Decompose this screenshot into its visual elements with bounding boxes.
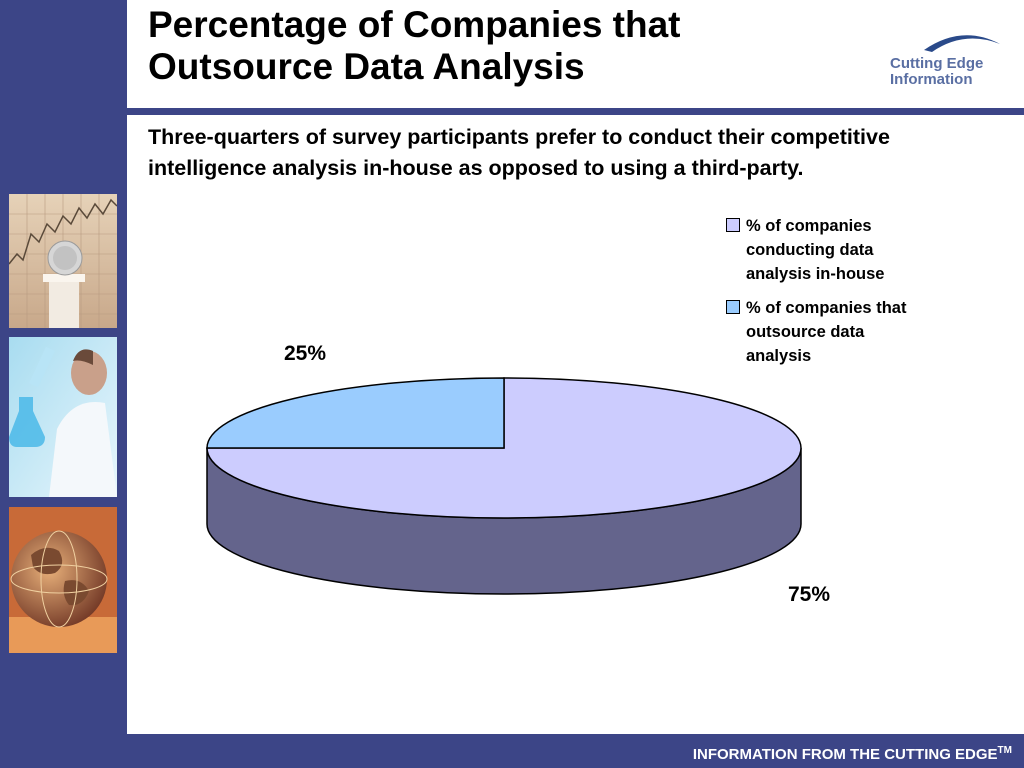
- data-label-outsource: 25%: [284, 342, 326, 365]
- footer-tagline-text: INFORMATION FROM THE CUTTING EDGE: [692, 746, 998, 763]
- legend-label-inhouse: % of companies conducting data analysis …: [746, 217, 885, 283]
- legend-item-inhouse: % of companies conducting data analysis …: [726, 214, 1006, 286]
- page-title: Percentage of Companies that Outsource D…: [148, 4, 681, 87]
- slide-subtitle: Three-quarters of survey participants pr…: [148, 125, 890, 180]
- stock-chart-coin-photo: [9, 194, 117, 328]
- legend-swatch-inhouse: [726, 218, 740, 232]
- data-label-inhouse: 75%: [788, 583, 830, 606]
- logo-swoosh-icon: [924, 35, 1000, 52]
- scientist-flask-photo: [9, 337, 117, 497]
- pie-slice-outsource: [206, 377, 505, 449]
- chart-legend: % of companies conducting data analysis …: [726, 214, 1006, 378]
- company-logo: Cutting Edge Information: [884, 28, 1008, 94]
- legend-item-outsource: % of companies that outsource data analy…: [726, 296, 1006, 368]
- legend-label-outsource: % of companies that outsource data analy…: [746, 299, 907, 365]
- logo-line-1: Cutting Edge: [890, 55, 984, 72]
- sidebar: [0, 0, 127, 734]
- pie-chart: 75% 25%: [206, 342, 830, 606]
- logo-line-2: Information: [890, 71, 973, 88]
- globe-photo: [9, 507, 117, 653]
- footer-tagline: INFORMATION FROM THE CUTTING EDGETM: [693, 742, 1012, 764]
- pie-slice-inhouse: [206, 377, 802, 519]
- trademark-mark: TM: [997, 745, 1012, 756]
- footer-bar: INFORMATION FROM THE CUTTING EDGETM: [0, 734, 1024, 768]
- legend-swatch-outsource: [726, 300, 740, 314]
- title-rule: [127, 108, 1024, 115]
